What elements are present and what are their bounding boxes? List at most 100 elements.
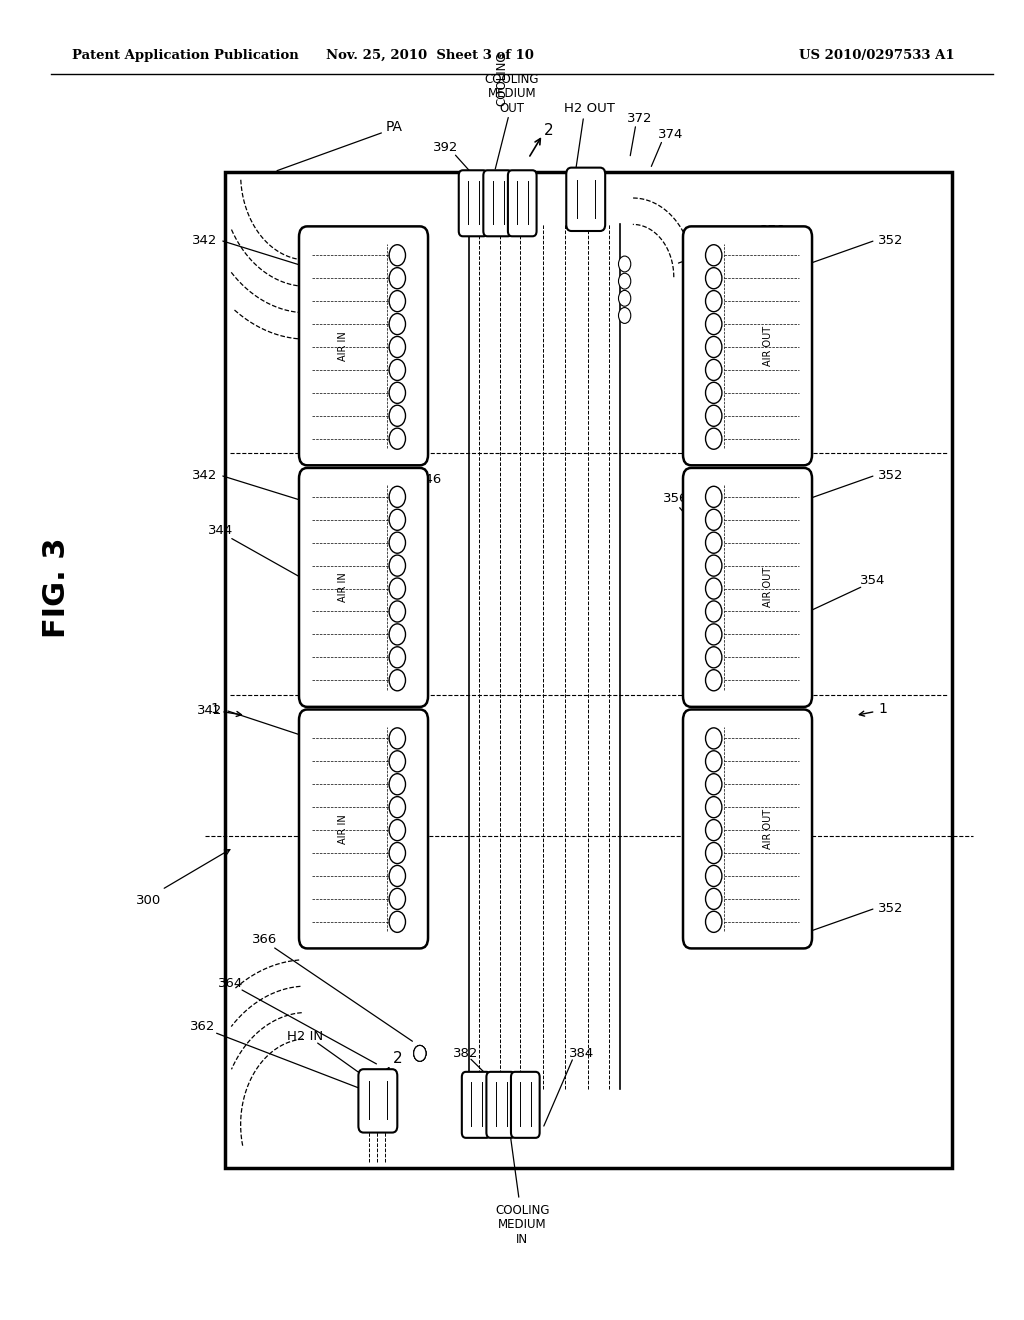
Circle shape — [706, 290, 722, 312]
Circle shape — [389, 842, 406, 863]
Circle shape — [706, 578, 722, 599]
FancyBboxPatch shape — [299, 469, 428, 708]
Text: 1: 1 — [879, 702, 887, 715]
Text: AIR OUT: AIR OUT — [763, 809, 773, 849]
Text: Nov. 25, 2010  Sheet 3 of 10: Nov. 25, 2010 Sheet 3 of 10 — [326, 49, 535, 62]
Circle shape — [414, 1045, 426, 1061]
Text: 354: 354 — [860, 574, 885, 587]
FancyBboxPatch shape — [508, 170, 537, 236]
Circle shape — [389, 601, 406, 622]
Circle shape — [706, 727, 722, 748]
Circle shape — [706, 751, 722, 772]
FancyBboxPatch shape — [299, 226, 428, 466]
Text: 356: 356 — [664, 492, 688, 506]
Text: 392: 392 — [433, 141, 458, 154]
Text: 352: 352 — [879, 902, 903, 915]
Text: 372: 372 — [628, 112, 652, 125]
FancyBboxPatch shape — [299, 710, 428, 948]
Text: 364: 364 — [218, 977, 243, 990]
Text: 300: 300 — [136, 894, 161, 907]
Circle shape — [389, 669, 406, 690]
Text: 352: 352 — [879, 469, 903, 482]
Circle shape — [389, 510, 406, 531]
Circle shape — [706, 624, 722, 645]
Circle shape — [706, 554, 722, 576]
Circle shape — [414, 1045, 426, 1061]
Circle shape — [706, 486, 722, 507]
Circle shape — [706, 888, 722, 909]
Bar — [225, 172, 952, 1168]
Text: 374: 374 — [658, 128, 683, 141]
Circle shape — [389, 268, 406, 289]
Text: 346: 346 — [418, 473, 442, 486]
Circle shape — [389, 820, 406, 841]
Text: 384: 384 — [569, 1047, 594, 1060]
Circle shape — [389, 727, 406, 748]
Text: 2: 2 — [392, 1051, 402, 1067]
Circle shape — [706, 405, 722, 426]
Circle shape — [618, 290, 631, 306]
FancyBboxPatch shape — [511, 1072, 540, 1138]
Text: 352: 352 — [879, 234, 903, 247]
Circle shape — [389, 532, 406, 553]
Circle shape — [706, 314, 722, 334]
Text: PA: PA — [386, 120, 402, 133]
Circle shape — [389, 578, 406, 599]
Text: AIR IN: AIR IN — [338, 573, 348, 602]
Circle shape — [389, 337, 406, 358]
Circle shape — [706, 337, 722, 358]
Text: AIR OUT: AIR OUT — [763, 326, 773, 366]
Circle shape — [618, 308, 631, 323]
Circle shape — [706, 669, 722, 690]
Text: MEDIUM: MEDIUM — [487, 87, 537, 100]
Circle shape — [706, 911, 722, 932]
Circle shape — [706, 383, 722, 404]
FancyBboxPatch shape — [483, 170, 512, 236]
Text: IN: IN — [516, 1233, 528, 1246]
Circle shape — [706, 428, 722, 449]
Circle shape — [389, 383, 406, 404]
FancyBboxPatch shape — [486, 1072, 515, 1138]
Circle shape — [389, 359, 406, 380]
Circle shape — [706, 532, 722, 553]
Text: 376: 376 — [761, 224, 785, 238]
Circle shape — [706, 268, 722, 289]
Circle shape — [706, 774, 722, 795]
Circle shape — [389, 624, 406, 645]
Text: COOLING: COOLING — [484, 73, 540, 86]
Text: 2: 2 — [544, 123, 554, 139]
Text: 366: 366 — [252, 933, 276, 946]
Text: US 2010/0297533 A1: US 2010/0297533 A1 — [799, 49, 954, 62]
FancyBboxPatch shape — [566, 168, 605, 231]
Circle shape — [706, 244, 722, 265]
Circle shape — [389, 647, 406, 668]
Text: COOLING: COOLING — [496, 51, 508, 107]
Text: AIR OUT: AIR OUT — [763, 568, 773, 607]
FancyBboxPatch shape — [462, 1072, 490, 1138]
Circle shape — [389, 290, 406, 312]
Text: Patent Application Publication: Patent Application Publication — [72, 49, 298, 62]
FancyBboxPatch shape — [459, 170, 487, 236]
Text: MEDIUM: MEDIUM — [498, 1218, 547, 1232]
Circle shape — [389, 314, 406, 334]
Circle shape — [389, 486, 406, 507]
FancyBboxPatch shape — [683, 226, 812, 466]
FancyBboxPatch shape — [683, 710, 812, 948]
Circle shape — [389, 888, 406, 909]
Text: OUT: OUT — [500, 102, 524, 115]
Circle shape — [706, 359, 722, 380]
Text: AIR IN: AIR IN — [338, 331, 348, 360]
Text: 342: 342 — [198, 704, 222, 717]
Circle shape — [389, 911, 406, 932]
FancyBboxPatch shape — [358, 1069, 397, 1133]
FancyBboxPatch shape — [683, 469, 812, 708]
Circle shape — [618, 256, 631, 272]
Text: 1: 1 — [211, 702, 219, 715]
Circle shape — [706, 601, 722, 622]
Circle shape — [706, 842, 722, 863]
Text: H2 IN: H2 IN — [287, 1030, 324, 1043]
Circle shape — [706, 510, 722, 531]
Text: AIR IN: AIR IN — [338, 814, 348, 843]
Circle shape — [389, 405, 406, 426]
Circle shape — [389, 866, 406, 887]
